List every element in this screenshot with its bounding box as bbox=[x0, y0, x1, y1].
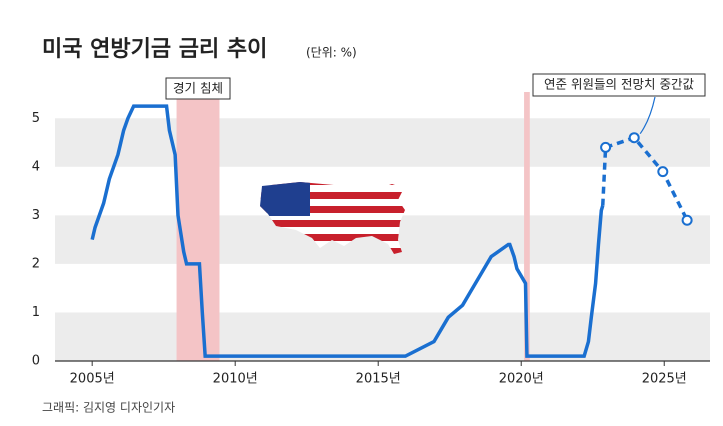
chart-subtitle: (단위: %) bbox=[306, 46, 357, 60]
recession-band bbox=[524, 92, 530, 361]
x-tick-label: 2010년 bbox=[213, 372, 258, 387]
source-credit: 그래픽: 김지영 디자인기자 bbox=[42, 401, 175, 415]
projection-point bbox=[681, 214, 693, 226]
annotation-pointer bbox=[639, 96, 656, 135]
annotation: 경기 침체 bbox=[173, 81, 223, 96]
connector bbox=[600, 147, 608, 206]
y-tick-label: 2 bbox=[32, 256, 40, 271]
chart-title: 미국 연방기금 금리 추이 bbox=[42, 37, 267, 62]
x-tick-label: 2020년 bbox=[499, 372, 544, 387]
x-tick-label: 2005년 bbox=[70, 372, 115, 387]
projection-point bbox=[628, 132, 640, 144]
grid-band bbox=[55, 312, 710, 361]
y-tick-label: 0 bbox=[32, 354, 40, 369]
annotation: 연준 위원들의 전망치 중간값 bbox=[544, 77, 694, 92]
recession-band bbox=[176, 92, 220, 361]
projection-line bbox=[605, 135, 689, 222]
annotation-box bbox=[165, 77, 231, 100]
grid-band bbox=[55, 118, 710, 167]
projection-point bbox=[600, 141, 612, 153]
rate-line bbox=[90, 104, 605, 358]
y-tick-label: 3 bbox=[32, 208, 40, 223]
y-tick-label: 4 bbox=[32, 159, 40, 174]
y-tick-label: 1 bbox=[32, 305, 40, 320]
annotation-box bbox=[532, 73, 706, 97]
plot-area: 0 1 2 3 4 5 2005년 2010년 2015년 2020년 2025년 bbox=[32, 92, 710, 387]
x-tick-label: 2015년 bbox=[356, 372, 401, 387]
x-tick-label: 2025년 bbox=[642, 372, 687, 387]
y-tick-label: 5 bbox=[32, 111, 40, 126]
projection-point bbox=[657, 166, 669, 178]
